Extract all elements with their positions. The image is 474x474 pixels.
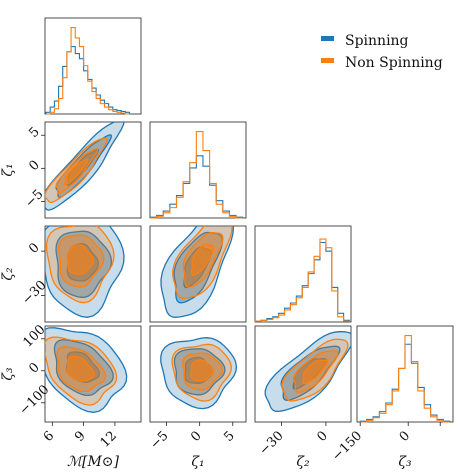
contour-non-spinning-level-3 — [190, 359, 214, 382]
y-tick-label: −5 — [22, 187, 46, 211]
x-tick-label: −30 — [257, 428, 287, 458]
histogram-series-non-spinning — [360, 335, 450, 423]
histogram-series-non-spinning — [46, 27, 130, 115]
x-tick-label: 5 — [221, 428, 237, 444]
x-tick-label: 9 — [72, 428, 88, 444]
histogram-series-non-spinning — [150, 131, 243, 219]
x-tick-label: 6 — [41, 428, 57, 444]
x-axis-label-z1: ζ₁ — [191, 454, 204, 470]
histogram-series-spinning — [254, 241, 351, 322]
y-axis-label-z3: ζ₃ — [0, 367, 16, 381]
x-tick-label: 0 — [188, 428, 204, 444]
contour-frame — [254, 325, 352, 423]
contour-panel-mc-z1 — [44, 121, 142, 219]
x-tick-label: 0 — [397, 428, 413, 444]
x-tick-label: 12 — [98, 428, 120, 450]
histogram-series-spinning — [149, 155, 244, 218]
contour-frame — [44, 121, 142, 219]
legend-swatch — [321, 58, 334, 63]
y-axis-label-z2: ζ₂ — [0, 267, 16, 281]
contour-frame — [149, 225, 247, 323]
contour-panel-mc-z3 — [44, 325, 142, 423]
histogram-frame — [356, 325, 454, 423]
contour-non-spinning-level-3 — [190, 243, 215, 277]
y-tick-label: 0 — [26, 360, 42, 376]
histogram-series-non-spinning — [254, 238, 351, 322]
y-tick-label: 0 — [26, 158, 42, 174]
contour-non-spinning-level-3 — [66, 355, 95, 382]
contour-non-spinning-level-3 — [67, 244, 94, 275]
contour-non-spinning-level-3 — [63, 158, 89, 186]
x-tick-label: −150 — [329, 428, 365, 464]
x-axis-label-z2: ζ₂ — [296, 454, 310, 470]
contour-non-spinning-level-3 — [302, 359, 329, 385]
y-tick-label: 5 — [26, 125, 42, 141]
legend: Spinning Non Spinning — [321, 33, 443, 71]
contour-panel-mc-z2 — [44, 225, 142, 323]
histogram-z2 — [254, 225, 352, 323]
histogram-z1 — [149, 121, 247, 219]
x-tick-label: −5 — [147, 428, 171, 452]
contour-panel-z2-z3 — [254, 325, 352, 423]
x-axis-label-mc: ℳ[M⊙] — [67, 454, 119, 470]
y-tick-label: 100 — [20, 322, 48, 350]
histogram-z3 — [356, 325, 454, 423]
contour-frame — [149, 325, 247, 423]
y-tick-label: 0 — [26, 240, 42, 256]
legend-label: Non Spinning — [345, 55, 443, 71]
histogram-frame — [254, 225, 352, 323]
contour-panel-z1-z3 — [149, 325, 247, 423]
legend-swatch — [321, 36, 334, 41]
y-axis-label-z1: ζ₁ — [0, 163, 16, 176]
histogram-mc — [44, 17, 142, 115]
contour-panel-z1-z2 — [149, 225, 247, 323]
legend-label: Spinning — [345, 33, 409, 49]
y-tick-label: −100 — [17, 382, 53, 418]
x-tick-label: 0 — [314, 428, 330, 444]
histogram-frame — [44, 17, 142, 115]
x-axis-label-z3: ζ₃ — [398, 454, 412, 470]
histogram-frame — [149, 121, 247, 219]
